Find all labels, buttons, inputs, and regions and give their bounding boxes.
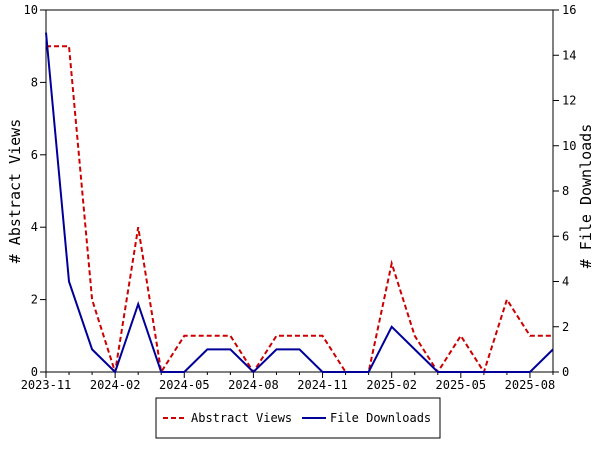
right-tick-label: 14: [562, 48, 576, 62]
legend-label-file-downloads: File Downloads: [330, 411, 431, 425]
left-y-axis: 0 2 4 6 8 10: [24, 3, 46, 379]
x-tick-label: 2025-08: [505, 378, 556, 392]
x-tick-label: 2024-02: [90, 378, 141, 392]
right-y-axis: 0 2 4 6 8 10 12 14 16: [553, 3, 576, 379]
plot-area: [45, 9, 554, 373]
x-tick-label: 2023-11: [21, 378, 72, 392]
x-tick-label: 2024-05: [159, 378, 210, 392]
series-line-abstract-views: [46, 45, 553, 375]
x-tick-label: 2025-05: [436, 378, 487, 392]
legend-box: [155, 397, 441, 439]
right-tick-label: 4: [562, 275, 569, 289]
right-tick-label: 8: [562, 184, 569, 198]
x-tick-label: 2024-08: [228, 378, 279, 392]
right-axis-title: # File Downloads: [577, 124, 595, 269]
left-tick-label: 8: [31, 75, 38, 89]
legend-label-abstract-views: Abstract Views: [191, 411, 292, 425]
left-tick-label: 2: [31, 293, 38, 307]
right-tick-label: 12: [562, 94, 576, 108]
x-axis: 2023-11 2024-02 2024-05 2024-08 2024-11 2025-…: [21, 372, 556, 392]
series-line-file-downloads: [45, 32, 554, 374]
x-tick-label: 2024-11: [297, 378, 348, 392]
right-tick-label: 0: [562, 365, 569, 379]
left-tick-label: 0: [31, 365, 38, 379]
right-tick-label: 16: [562, 3, 576, 17]
left-axis-title: # Abstract Views: [6, 119, 24, 264]
plot-border: [45, 9, 554, 373]
right-tick-label: 2: [562, 320, 569, 334]
right-tick-label: 6: [562, 229, 569, 243]
legend: Abstract Views File Downloads: [155, 397, 441, 439]
left-tick-label: 4: [31, 220, 38, 234]
right-tick-label: 10: [562, 139, 576, 153]
left-tick-label: 10: [24, 3, 38, 17]
series-layer: [45, 32, 554, 375]
left-tick-label: 6: [31, 148, 38, 162]
x-tick-label: 2025-02: [366, 378, 417, 392]
